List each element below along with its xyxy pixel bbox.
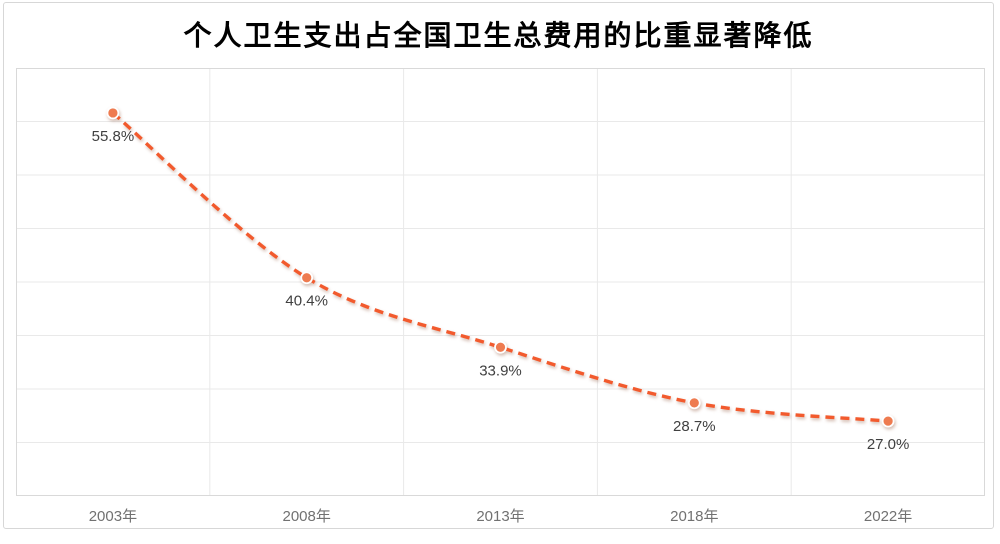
data-point-label: 55.8% bbox=[92, 128, 135, 145]
plot-area: 55.8% 40.4% 33.9% 28.7% 27.0% bbox=[16, 68, 985, 496]
x-axis-label: 2008年 bbox=[282, 508, 331, 525]
data-point-marker bbox=[494, 340, 507, 354]
data-point-marker bbox=[106, 106, 120, 120]
data-point-label: 33.9% bbox=[479, 362, 522, 379]
trend-line bbox=[111, 111, 889, 423]
x-axis: 2003年 2008年 2013年 2018年 2022年 bbox=[16, 503, 985, 525]
data-point-label: 27.0% bbox=[867, 436, 910, 453]
chart-title: 个人卫生支出占全国卫生总费用的比重显著降低 bbox=[183, 20, 814, 51]
data-point-marker bbox=[881, 414, 895, 428]
x-axis-label: 2003年 bbox=[88, 508, 138, 525]
series-group bbox=[106, 106, 895, 428]
data-point-label: 28.7% bbox=[673, 418, 716, 435]
x-axis-label: 2018年 bbox=[670, 508, 719, 525]
data-point-marker bbox=[300, 271, 314, 285]
data-point-marker bbox=[687, 396, 701, 410]
plot-border bbox=[16, 68, 985, 496]
x-axis-label: 2013年 bbox=[476, 508, 525, 525]
x-axis-label: 2022年 bbox=[863, 508, 913, 525]
chart-window: 个人卫生支出占全国卫生总费用的比重显著降低 55.8% 40.4% 33.9% 28.… bbox=[3, 2, 994, 529]
line-chart-svg: 55.8% 40.4% 33.9% 28.7% 27.0% bbox=[16, 68, 985, 496]
data-point-label: 40.4% bbox=[285, 293, 328, 310]
